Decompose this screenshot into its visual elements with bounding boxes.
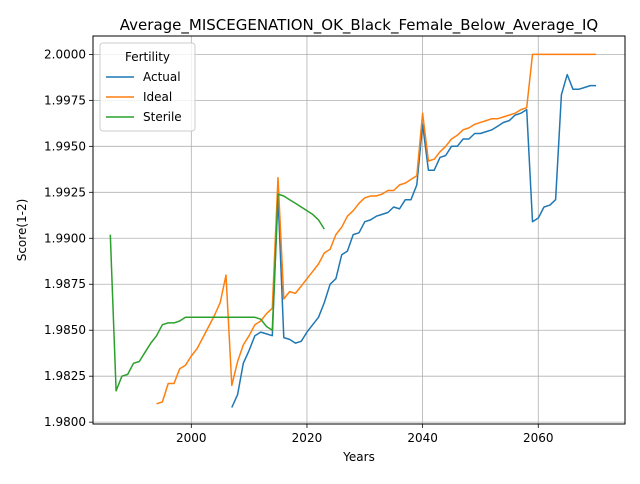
series-line-sterile — [109, 193, 325, 392]
legend-label-ideal: Ideal — [143, 90, 172, 104]
legend-label-actual: Actual — [143, 70, 181, 84]
legend-box — [99, 42, 196, 132]
legend: Fertility Actual Ideal Sterile — [99, 42, 196, 132]
legend-entries: Actual Ideal Sterile — [106, 70, 182, 124]
x-tick-label: 2060 — [523, 431, 554, 445]
legend-title: Fertility — [125, 50, 170, 64]
chart-title: Average_MISCEGENATION_OK_Black_Female_Be… — [120, 16, 598, 35]
series-line-ideal — [156, 53, 597, 405]
y-tick-label: 1.9825 — [44, 369, 86, 383]
y-tick-label: 1.9925 — [44, 185, 86, 199]
y-tick-label: 1.9900 — [44, 231, 86, 245]
y-tick-label: 1.9850 — [44, 323, 86, 337]
legend-label-sterile: Sterile — [143, 110, 182, 124]
plot-area-frame — [92, 35, 626, 425]
y-tick-label: 1.9975 — [44, 93, 86, 107]
y-tick-label: 1.9800 — [44, 415, 86, 429]
x-tick-label: 2040 — [407, 431, 438, 445]
x-tick-label: 2020 — [292, 431, 323, 445]
x-tick-label: 2000 — [176, 431, 207, 445]
x-axis-label: Years — [342, 450, 375, 464]
y-axis-label: Score(1-2) — [15, 199, 29, 262]
axes: 2000 2020 2040 2060 1.9800 1.9825 1.9850 1.9875… — [44, 47, 554, 445]
y-tick-label: 1.9950 — [44, 139, 86, 153]
series-lines — [109, 53, 597, 408]
series-line-actual — [231, 73, 597, 408]
y-tick-label: 1.9875 — [44, 277, 86, 291]
y-tick-label: 2.0000 — [44, 47, 86, 61]
